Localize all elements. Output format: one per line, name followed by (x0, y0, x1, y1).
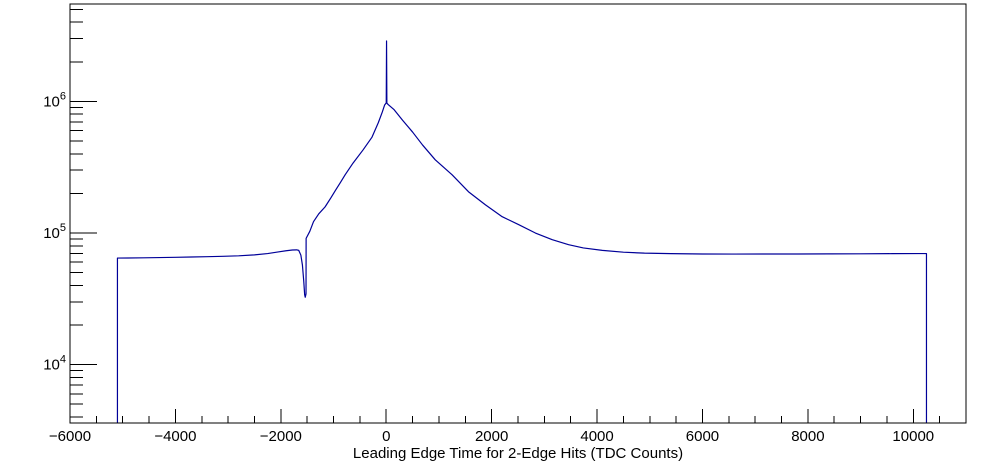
x-tick-label: 2000 (475, 428, 508, 445)
y-axis-minor-ticks (70, 8, 83, 418)
x-tick-label: −6000 (49, 428, 91, 445)
plot-frame (69, 3, 967, 424)
x-axis-title: Leading Edge Time for 2-Edge Hits (TDC C… (353, 445, 683, 462)
y-tick-label: 104 (43, 354, 66, 374)
x-tick-label: 8000 (791, 428, 824, 445)
x-axis-major-ticks (69, 409, 914, 423)
x-axis-minor-ticks (95, 416, 967, 423)
y-axis-labels: 104 105 106 (43, 90, 66, 373)
x-tick-label: 0 (382, 428, 390, 445)
histogram-line (116, 40, 928, 423)
y-axis-major-ticks (70, 100, 97, 366)
x-tick-label: −2000 (260, 428, 302, 445)
x-tick-label: −4000 (154, 428, 196, 445)
x-tick-label: 6000 (686, 428, 719, 445)
y-tick-label: 105 (43, 222, 66, 242)
x-tick-label: 4000 (580, 428, 613, 445)
y-tick-label: 106 (43, 90, 66, 110)
x-tick-label: 10000 (892, 428, 934, 445)
x-axis-labels: −6000 −4000 −2000 0 2000 4000 6000 8000 10000 (49, 428, 934, 445)
